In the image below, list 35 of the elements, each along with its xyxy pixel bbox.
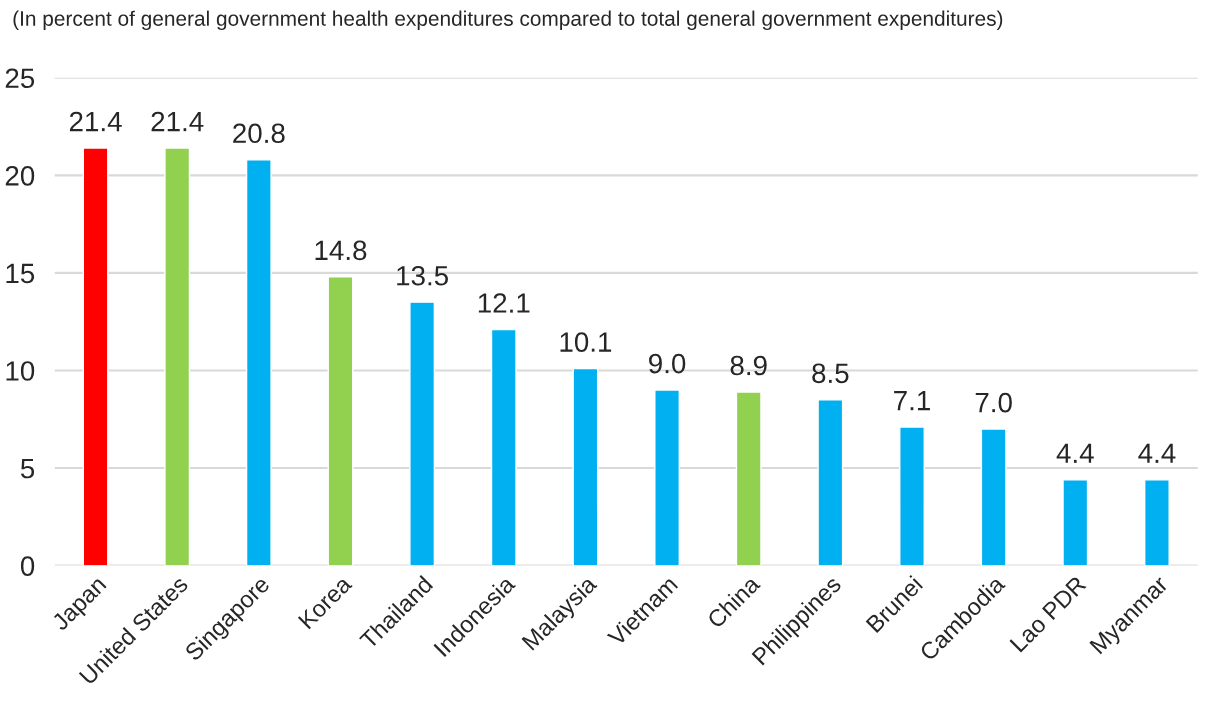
bar (245, 159, 272, 566)
data-label: 20.8 (233, 123, 285, 144)
data-label: 14.8 (315, 240, 367, 261)
data-label: 21.4 (69, 111, 122, 132)
y-tick-label: 5 (20, 458, 35, 479)
data-label: 13.5 (397, 265, 448, 286)
data-label: 4.4 (1138, 443, 1176, 463)
bar (1143, 479, 1170, 566)
y-tick-label: 0 (20, 556, 35, 576)
chart-title: (In percent of general government health expenditures compared to total general government expenditures) (13, 10, 1003, 31)
bar (572, 367, 599, 566)
data-label: 9.0 (649, 353, 686, 374)
data-label: 10.1 (560, 332, 612, 352)
bar (82, 147, 109, 566)
y-tick-label: 20 (5, 166, 35, 186)
bar (817, 399, 844, 566)
bar (164, 147, 191, 566)
data-label: 8.9 (730, 355, 767, 376)
data-label: 7.0 (975, 392, 1012, 413)
y-tick-label: 15 (6, 263, 35, 284)
data-label: 21.4 (151, 111, 204, 132)
y-tick-label: 10 (6, 361, 35, 381)
data-label: 12.1 (478, 293, 530, 313)
bar (1062, 479, 1089, 566)
bar (980, 428, 1007, 566)
bar (490, 328, 517, 566)
y-tick-label: 25 (5, 68, 35, 89)
bar (327, 276, 354, 566)
data-label: 7.1 (894, 391, 930, 411)
data-label: 8.5 (812, 363, 849, 384)
bar (654, 389, 681, 566)
data-label: 4.4 (1056, 443, 1094, 463)
bar (409, 301, 436, 566)
bar (735, 391, 762, 566)
bar (899, 426, 925, 566)
